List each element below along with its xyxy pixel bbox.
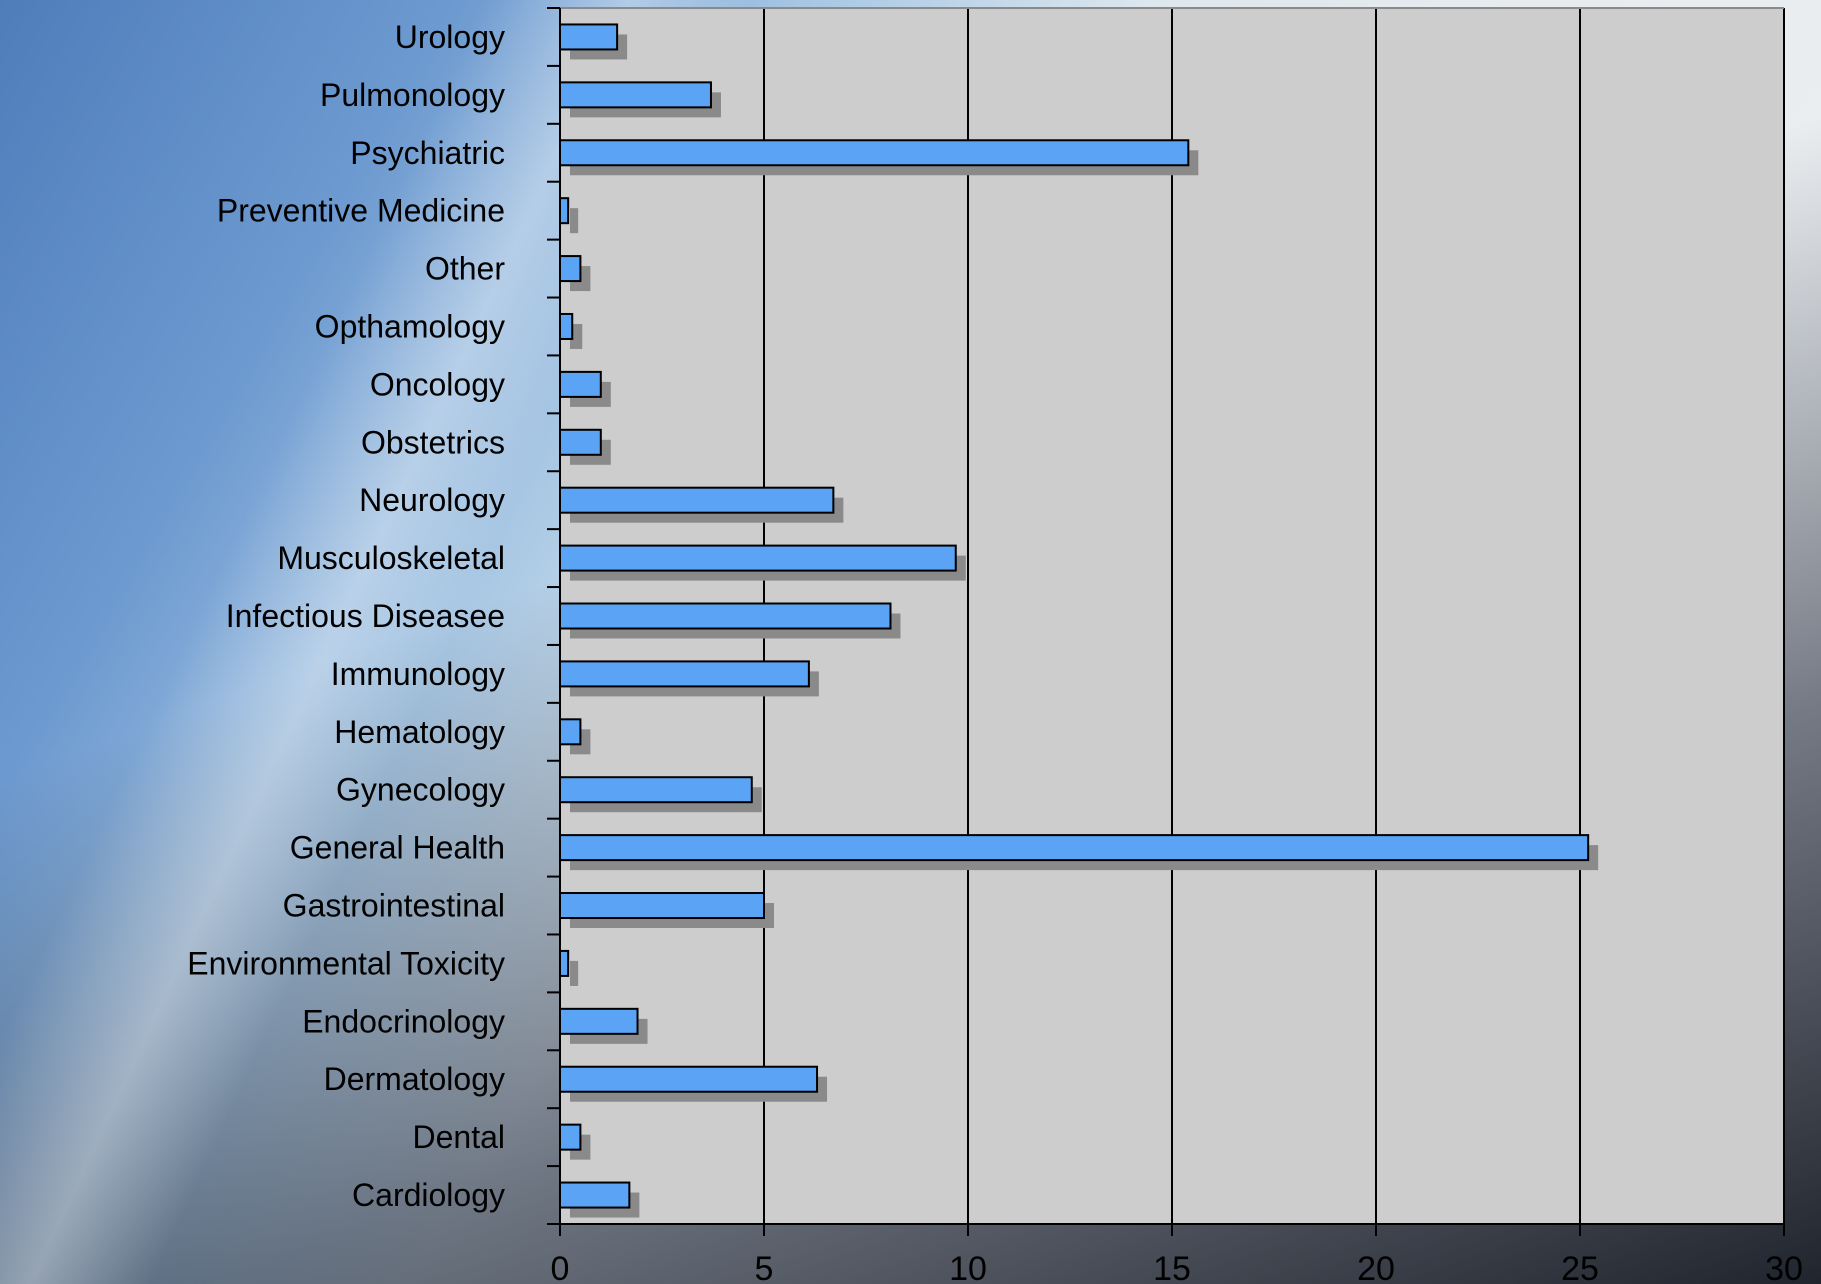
x-tick-label: 20 [1357, 1250, 1395, 1284]
bar [559, 428, 602, 456]
x-tick-labels: 0 5 10 15 20 25 30 [551, 1250, 1803, 1284]
category-labels: Urology Pulmonology Psychiatric Preventive … [187, 19, 505, 1213]
bar [559, 1181, 631, 1209]
bar [559, 892, 765, 920]
category-label: Gastrointestinal [283, 888, 505, 924]
x-tick-label: 15 [1153, 1250, 1191, 1284]
category-label: Cardiology [352, 1177, 505, 1213]
category-label: Dermatology [324, 1061, 505, 1097]
category-label: Oncology [370, 366, 505, 402]
bar [559, 1007, 639, 1035]
axes [547, 7, 1785, 1236]
category-label: General Health [290, 830, 505, 866]
category-label: Dental [413, 1119, 506, 1155]
bar [559, 660, 810, 688]
category-label: Hematology [334, 714, 505, 750]
bar [559, 1065, 819, 1093]
x-tick-label: 30 [1765, 1250, 1803, 1284]
category-label: Other [425, 251, 505, 287]
category-label: Preventive Medicine [217, 193, 505, 229]
x-tick-label: 25 [1561, 1250, 1599, 1284]
category-label: Psychiatric [350, 135, 505, 171]
bar [559, 1123, 582, 1151]
bar [559, 81, 712, 109]
x-tick-label: 0 [551, 1250, 570, 1284]
bar [559, 834, 1590, 862]
category-label: Environmental Toxicity [187, 945, 505, 981]
bar-shadow [570, 960, 579, 986]
bar [559, 312, 574, 340]
category-label: Pulmonology [320, 77, 505, 113]
bar [559, 370, 602, 398]
category-label: Neurology [359, 482, 505, 518]
bar [559, 197, 570, 225]
x-tick-label: 10 [949, 1250, 987, 1284]
bar [559, 255, 582, 283]
bar [559, 718, 582, 746]
category-label: Musculoskeletal [277, 540, 505, 576]
bar [559, 139, 1190, 167]
bar [559, 486, 835, 514]
grid-lines [560, 7, 1785, 1224]
x-tick-label: 5 [755, 1250, 774, 1284]
bars [559, 23, 1599, 1218]
category-label: Obstetrics [361, 424, 505, 460]
category-label: Opthamology [315, 308, 505, 344]
category-label: Infectious Diseasee [226, 598, 505, 634]
bar-shadow [570, 208, 579, 234]
bar [559, 602, 892, 630]
bar [559, 776, 753, 804]
category-label: Urology [395, 19, 505, 55]
category-label: Gynecology [336, 772, 505, 808]
bar [559, 23, 619, 51]
bar [559, 544, 957, 572]
category-label: Immunology [331, 656, 505, 692]
bar [559, 949, 570, 977]
category-label: Endocrinology [302, 1003, 505, 1039]
